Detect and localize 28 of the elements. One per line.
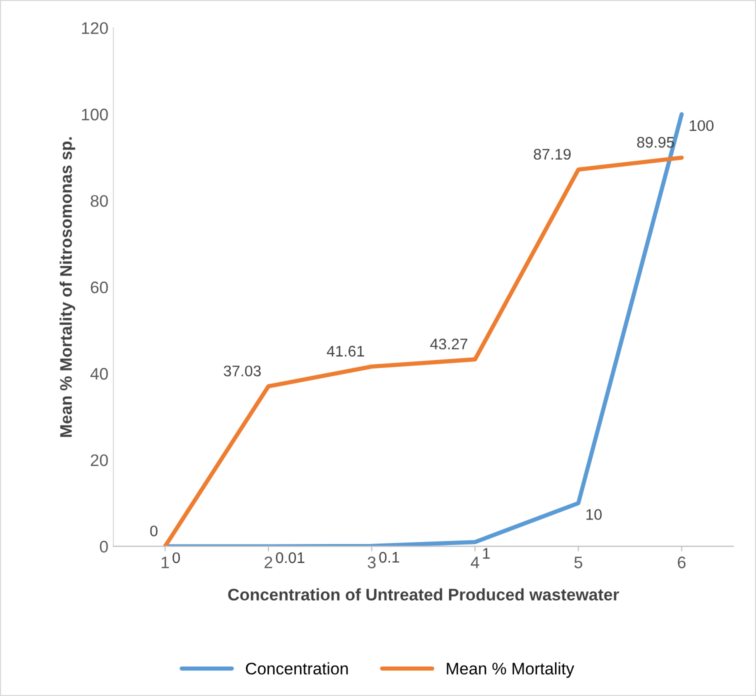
- data-label: 0: [150, 526, 158, 536]
- data-label: 0: [172, 552, 180, 564]
- y-axis-title: Mean % Mortality of Nitrosomonas sp.: [60, 137, 76, 437]
- y-tick-label: 20: [90, 454, 108, 466]
- x-tick-label: 3: [368, 556, 376, 568]
- x-tick-label: 2: [264, 556, 272, 568]
- data-label: 10: [586, 509, 602, 520]
- data-label: 37.03: [224, 366, 261, 376]
- data-label: 87.19: [534, 148, 571, 160]
- y-tick-label: 80: [90, 195, 108, 207]
- legend-label: Concentration: [246, 662, 348, 675]
- y-tick-label: 60: [90, 282, 108, 294]
- y-tick-label: 100: [82, 108, 108, 120]
- legend-label: Mean % Mortality: [446, 662, 574, 678]
- data-label: 100: [690, 120, 714, 132]
- data-label: 1: [483, 548, 490, 559]
- y-tick-label: 0: [100, 540, 108, 553]
- y-tick-label: 120: [82, 22, 108, 34]
- x-tick-label: 5: [574, 556, 582, 568]
- data-label: 43.27: [430, 338, 468, 350]
- y-tick-label: 40: [90, 368, 108, 380]
- data-label: 0.1: [379, 552, 400, 563]
- data-label: 41.61: [326, 346, 364, 357]
- x-axis-title: Concentration of Untreated Produced wastewater: [228, 588, 619, 601]
- x-tick-label: 4: [470, 556, 480, 568]
- x-tick-label: 1: [162, 556, 169, 568]
- x-tick-label: 6: [678, 556, 686, 568]
- data-label: 0.01: [276, 552, 304, 564]
